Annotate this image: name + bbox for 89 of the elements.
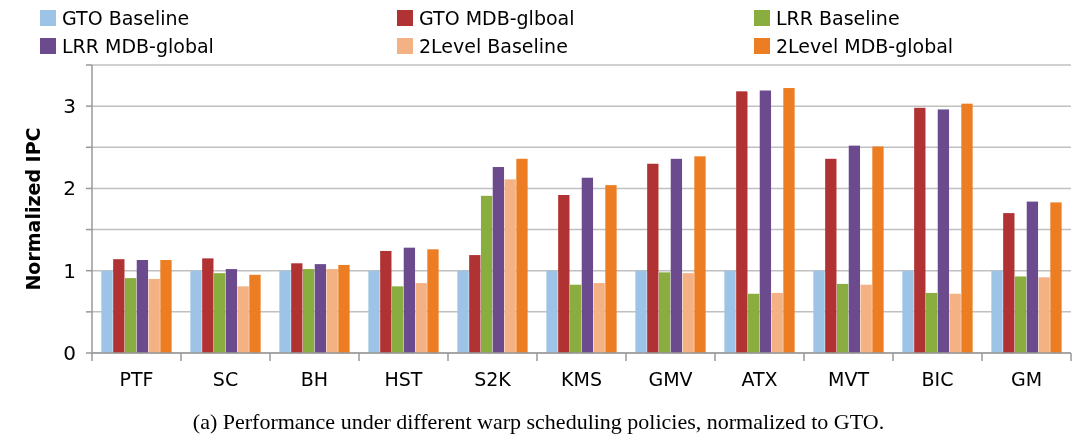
bar bbox=[326, 269, 338, 353]
bar bbox=[338, 264, 350, 353]
bar bbox=[914, 107, 926, 353]
bar bbox=[658, 272, 671, 353]
y-tick-label: 3 bbox=[63, 94, 76, 119]
legend-label: 2Level Baseline bbox=[419, 34, 568, 57]
x-tick-label: S2K bbox=[474, 368, 512, 390]
bar bbox=[546, 270, 558, 353]
bar bbox=[813, 270, 825, 353]
bar bbox=[237, 286, 249, 353]
x-tick-label: GM bbox=[1010, 368, 1043, 390]
bar bbox=[516, 158, 528, 353]
y-tick-label: 1 bbox=[63, 258, 76, 283]
legend-label: 2Level MDB-global bbox=[776, 34, 954, 57]
bar bbox=[848, 145, 861, 353]
bar bbox=[1014, 276, 1027, 353]
bar bbox=[1050, 202, 1062, 353]
bar bbox=[504, 179, 516, 353]
bar bbox=[872, 146, 884, 353]
bar bbox=[724, 270, 736, 353]
bar bbox=[1026, 201, 1039, 353]
bar bbox=[937, 109, 950, 353]
bar bbox=[558, 195, 570, 353]
y-axis-title: Normalized IPC bbox=[22, 127, 44, 291]
bar bbox=[836, 283, 849, 353]
bar bbox=[249, 274, 261, 353]
bar bbox=[190, 270, 202, 353]
bar bbox=[457, 270, 469, 353]
x-tick-label: MVT bbox=[828, 368, 870, 390]
legend-label: GTO MDB-glboal bbox=[419, 6, 575, 29]
bar bbox=[391, 286, 404, 353]
bar bbox=[213, 273, 226, 353]
bar bbox=[860, 284, 872, 353]
bar bbox=[736, 91, 748, 353]
legend-label: LRR Baseline bbox=[776, 6, 900, 29]
y-tick-label: 2 bbox=[63, 176, 76, 201]
bar bbox=[949, 293, 961, 353]
x-tick-label: BIC bbox=[921, 368, 954, 390]
bar bbox=[694, 156, 706, 353]
x-tick-label: ATX bbox=[741, 368, 778, 390]
bar bbox=[647, 163, 659, 353]
bar bbox=[492, 167, 505, 353]
bar bbox=[279, 270, 291, 353]
bar bbox=[368, 270, 380, 353]
bar bbox=[825, 158, 837, 353]
bar bbox=[569, 284, 582, 353]
text: (a) Performance under different warp scheduling policies, normalized to GTO. bbox=[192, 409, 885, 434]
bar bbox=[771, 292, 783, 353]
bar bbox=[380, 250, 392, 353]
bar bbox=[759, 90, 772, 353]
bar bbox=[136, 260, 149, 353]
bar bbox=[682, 273, 694, 353]
x-tick-label: HST bbox=[384, 368, 423, 390]
bar bbox=[160, 260, 172, 353]
bar bbox=[902, 270, 914, 353]
bar bbox=[1038, 277, 1050, 353]
bar bbox=[403, 247, 416, 353]
bar bbox=[469, 255, 481, 353]
x-tick-label: GMV bbox=[648, 368, 693, 390]
bar bbox=[991, 270, 1003, 353]
bar bbox=[225, 269, 238, 353]
bar bbox=[148, 278, 160, 353]
bar bbox=[113, 259, 125, 353]
bar bbox=[925, 292, 938, 353]
bar bbox=[124, 278, 137, 353]
bar bbox=[202, 258, 214, 353]
bar bbox=[415, 283, 427, 353]
bar bbox=[670, 158, 683, 353]
bar bbox=[605, 185, 617, 353]
x-tick-label: BH bbox=[300, 368, 329, 390]
bar bbox=[314, 264, 327, 353]
y-tick-label: 0 bbox=[63, 341, 76, 365]
bar bbox=[101, 270, 113, 353]
bar bbox=[747, 293, 760, 353]
bar bbox=[961, 103, 973, 353]
bar bbox=[581, 177, 594, 353]
x-tick-label: KMS bbox=[561, 368, 602, 390]
bar bbox=[480, 195, 493, 353]
legend-label: LRR MDB-global bbox=[62, 34, 214, 57]
bar bbox=[302, 269, 315, 353]
x-tick-label: SC bbox=[212, 368, 239, 390]
bar bbox=[593, 283, 605, 353]
bar bbox=[291, 263, 303, 353]
bar bbox=[783, 88, 795, 353]
x-tick-label: PTF bbox=[119, 368, 154, 390]
bar bbox=[1003, 213, 1015, 353]
bar bbox=[635, 270, 647, 353]
bar bbox=[427, 249, 439, 353]
legend-label: GTO Baseline bbox=[62, 6, 190, 29]
